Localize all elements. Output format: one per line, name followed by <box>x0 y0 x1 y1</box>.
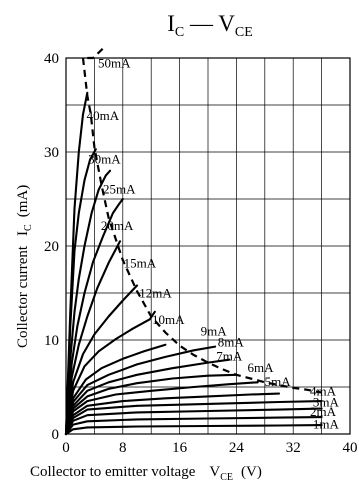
series-label-3mA: 3mA <box>313 395 340 410</box>
series-line-20mA <box>64 240 122 436</box>
y-tick-label: 40 <box>44 51 59 67</box>
plot-frame <box>65 57 351 435</box>
series-label-7mA: 7mA <box>216 349 243 364</box>
series-label-15mA: 15mA <box>124 256 157 271</box>
y-tick-label: 0 <box>52 427 60 443</box>
x-axis-label: Collector to emitter voltage VCE (V) <box>30 464 262 483</box>
series-line-25mA <box>64 197 124 436</box>
x-tick-label: 16 <box>172 440 188 456</box>
y-axis-label: Collector currentIC(mA) <box>15 185 34 348</box>
x-tick-label: 8 <box>119 440 127 456</box>
series-label-5mA: 5mA <box>265 374 292 389</box>
series-line-9mA <box>64 345 217 436</box>
series-line-10mA <box>64 343 167 436</box>
series-line-7mA <box>64 373 238 436</box>
series-label-1mA: 1mA <box>313 416 340 431</box>
series-label-40mA: 40mA <box>87 108 120 123</box>
series-line-3mA <box>64 407 323 436</box>
axes <box>65 57 351 435</box>
series-line-8mA <box>64 358 231 436</box>
series-line-4mA <box>64 400 323 436</box>
power-dissipation-curve-top <box>87 47 104 60</box>
series-line-5mA <box>64 392 281 436</box>
series-label-10mA: 10mA <box>152 312 185 327</box>
series-label-9mA: 9mA <box>201 323 228 338</box>
series-line-6mA <box>64 381 259 436</box>
series-line-15mA <box>64 284 139 436</box>
series-label-12mA: 12mA <box>139 286 172 301</box>
series-line-12mA <box>64 310 156 436</box>
series-line-2mA <box>64 416 323 436</box>
series-label-6mA: 6mA <box>248 360 275 375</box>
x-tick-label: 32 <box>286 440 301 456</box>
series-line-1mA <box>64 424 323 436</box>
y-tick-label: 20 <box>44 239 59 255</box>
series-curves <box>64 47 323 436</box>
series-line-40mA <box>64 148 97 436</box>
series-label-4mA: 4mA <box>310 383 337 398</box>
series-label-25mA: 25mA <box>103 181 136 196</box>
x-tick-label: 24 <box>229 440 245 456</box>
tick-labels: 0 8 16 24 32 40 0 10 20 30 40 <box>44 51 358 456</box>
series-label-20mA: 20mA <box>101 218 134 233</box>
series-labels: 50mA 40mA 30mA 25mA 20mA 15mA 12mA 10mA 9mA8mA7m… <box>87 55 340 431</box>
y-tick-label: 30 <box>44 145 59 161</box>
x-tick-label: 0 <box>62 440 70 456</box>
series-label-8mA: 8mA <box>218 335 245 350</box>
series-label-30mA: 30mA <box>88 151 121 166</box>
series-label-2mA: 2mA <box>310 404 337 419</box>
x-tick-label: 40 <box>343 440 358 456</box>
series-label-50mA: 50mA <box>98 55 131 70</box>
power-dissipation-curve <box>81 57 322 394</box>
y-tick-label: 10 <box>44 333 59 349</box>
chart-title: IC — VCE <box>167 11 253 40</box>
series-line-30mA <box>64 169 112 436</box>
